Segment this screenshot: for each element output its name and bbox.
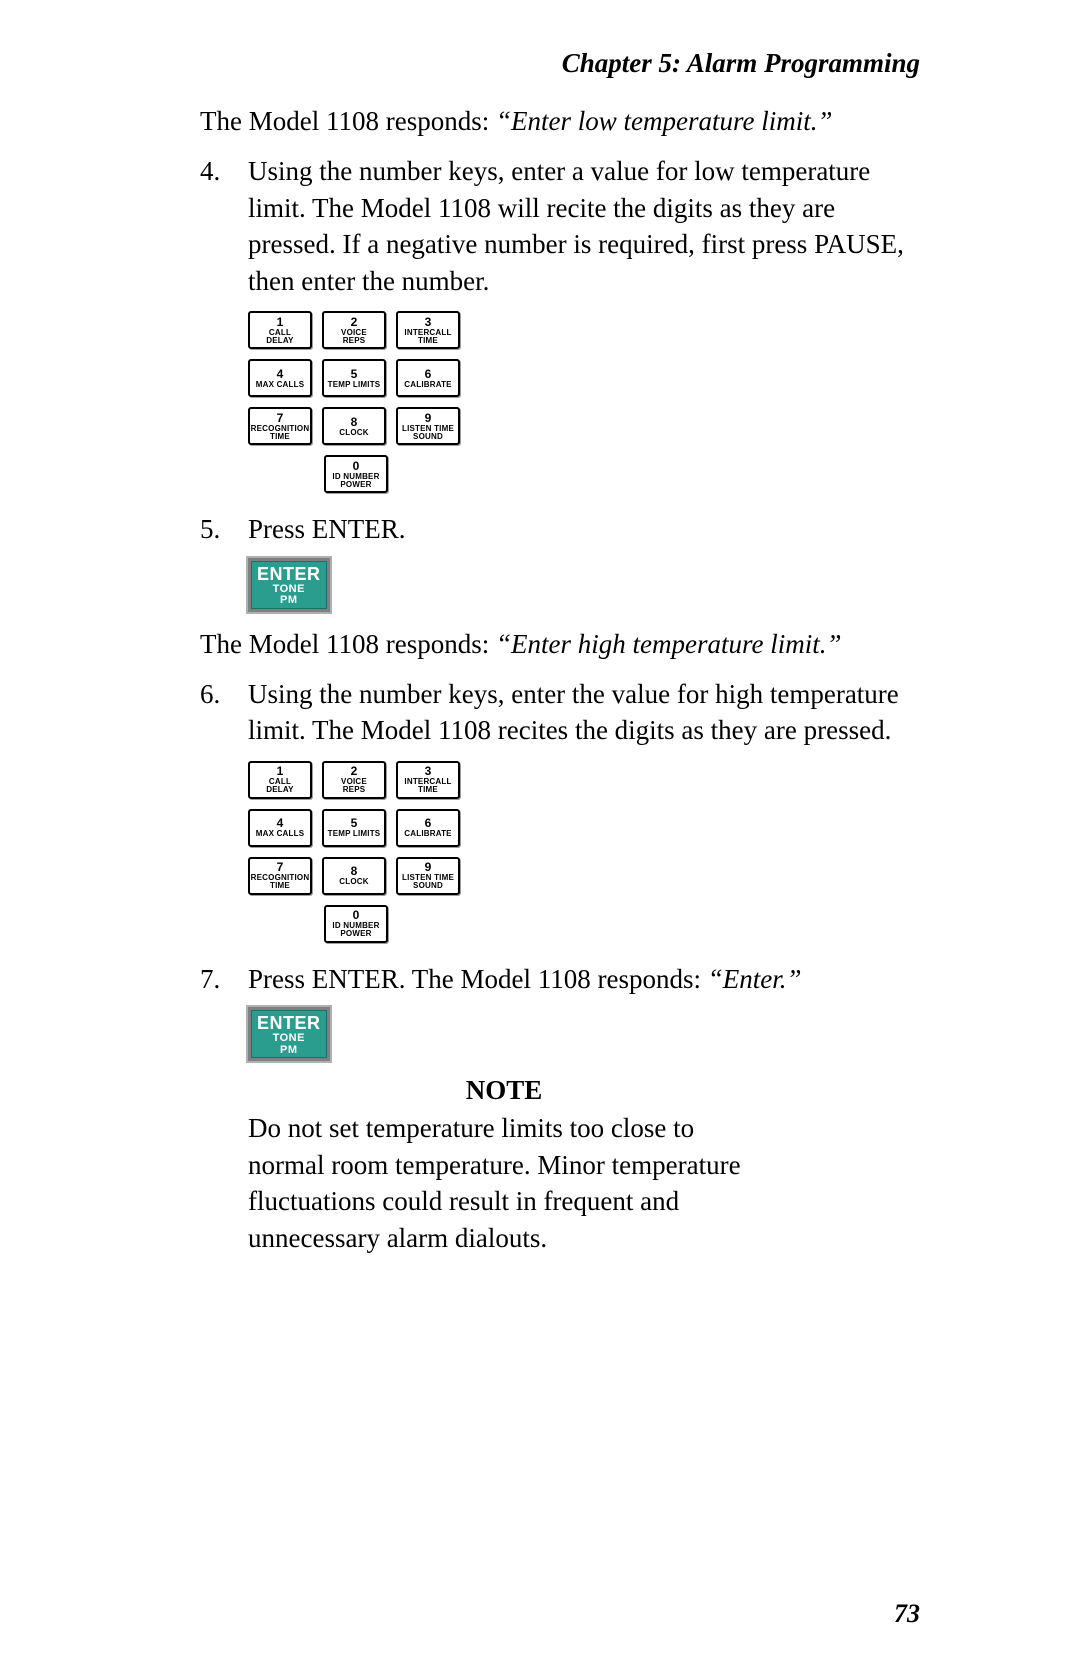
keypad-key-5: 5TEMP LIMITS — [322, 359, 386, 397]
key-num: 0 — [353, 460, 360, 472]
note-block: NOTE Do not set temperature limits too c… — [248, 1075, 760, 1256]
response-line-2-prefix: The Model 1108 responds: — [200, 629, 496, 659]
step-5-number: 5. — [200, 511, 248, 547]
key-num: 7 — [277, 861, 284, 873]
key-label: MAX CALLS — [256, 381, 304, 389]
key-num: 1 — [277, 765, 284, 777]
keypad-key-3: 3INTERCALL TIME — [396, 311, 460, 349]
key-label: INTERCALL TIME — [404, 329, 451, 345]
step-4-number: 4. — [200, 153, 248, 189]
keypad-key-2: 2VOICE REPS — [322, 311, 386, 349]
page-number: 73 — [894, 1599, 920, 1629]
key-num: 6 — [425, 817, 432, 829]
page: Chapter 5: Alarm Programming The Model 1… — [0, 0, 1080, 1669]
keypad-key-7: 7RECOGNITION TIME — [248, 407, 312, 445]
key-num: 9 — [425, 412, 432, 424]
step-7-number: 7. — [200, 961, 248, 997]
keypad-key-8: 8CLOCK — [322, 407, 386, 445]
response-line-2-italic: “Enter high temperature limit.” — [496, 629, 842, 659]
key-num: 5 — [351, 817, 358, 829]
step-7-italic: “Enter.” — [708, 964, 802, 994]
key-num: 3 — [425, 316, 432, 328]
step-6: 6. Using the number keys, enter the valu… — [200, 676, 920, 749]
step-6-text: Using the number keys, enter the value f… — [248, 676, 920, 749]
key-label: MAX CALLS — [256, 830, 304, 838]
enter-button-sub2: PM — [280, 1045, 298, 1057]
key-num: 7 — [277, 412, 284, 424]
key-label: VOICE REPS — [341, 778, 367, 794]
keypad-key-3: 3INTERCALL TIME — [396, 761, 460, 799]
step-6-number: 6. — [200, 676, 248, 712]
keypad-key-4: 4MAX CALLS — [248, 809, 312, 847]
enter-button: ENTER TONE PM — [248, 558, 330, 612]
key-label: TEMP LIMITS — [328, 830, 381, 838]
note-heading: NOTE — [248, 1075, 760, 1106]
step-4-text: Using the number keys, enter a value for… — [248, 153, 920, 299]
key-label: CLOCK — [339, 429, 368, 437]
key-label: CALIBRATE — [404, 381, 451, 389]
keypad-key-8: 8CLOCK — [322, 857, 386, 895]
enter-button-sub2: PM — [280, 595, 298, 607]
keypad-key-6: 6CALIBRATE — [396, 809, 460, 847]
key-num: 2 — [351, 316, 358, 328]
key-label: RECOGNITION TIME — [251, 874, 310, 890]
key-label: ID NUMBER POWER — [332, 922, 379, 938]
keypad-key-2: 2VOICE REPS — [322, 761, 386, 799]
key-num: 3 — [425, 765, 432, 777]
step-4: 4. Using the number keys, enter a value … — [200, 153, 920, 299]
key-label: RECOGNITION TIME — [251, 425, 310, 441]
key-num: 1 — [277, 316, 284, 328]
response-line-1: The Model 1108 responds: “Enter low temp… — [200, 103, 920, 139]
key-num: 9 — [425, 861, 432, 873]
keypad-key-1: 1CALL DELAY — [248, 761, 312, 799]
enter-button-figure-2: ENTER TONE PM — [248, 1007, 920, 1061]
enter-button-main: ENTER — [257, 565, 321, 584]
key-num: 0 — [353, 909, 360, 921]
key-num: 8 — [351, 865, 358, 877]
keypad-key-4: 4MAX CALLS — [248, 359, 312, 397]
key-label: ID NUMBER POWER — [332, 473, 379, 489]
key-label: CALIBRATE — [404, 830, 451, 838]
key-num: 4 — [277, 368, 284, 380]
step-7-text: Press ENTER. The Model 1108 responds: “E… — [248, 961, 920, 997]
keypad-key-9: 9LISTEN TIME SOUND — [396, 857, 460, 895]
keypad-key-5: 5TEMP LIMITS — [322, 809, 386, 847]
key-label: CLOCK — [339, 878, 368, 886]
keypad-key-1: 1CALL DELAY — [248, 311, 312, 349]
key-num: 8 — [351, 416, 358, 428]
response-line-1-italic: “Enter low temperature limit.” — [496, 106, 833, 136]
key-num: 2 — [351, 765, 358, 777]
response-line-1-prefix: The Model 1108 responds: — [200, 106, 496, 136]
enter-button-figure-1: ENTER TONE PM — [248, 558, 920, 612]
keypad-key-6: 6CALIBRATE — [396, 359, 460, 397]
enter-button-main: ENTER — [257, 1014, 321, 1033]
step-5-text: Press ENTER. — [248, 511, 920, 547]
keypad-figure-2: 1CALL DELAY 2VOICE REPS 3INTERCALL TIME … — [248, 759, 920, 947]
key-num: 6 — [425, 368, 432, 380]
step-5: 5. Press ENTER. — [200, 511, 920, 547]
chapter-header: Chapter 5: Alarm Programming — [200, 48, 920, 79]
keypad-key-0: 0ID NUMBER POWER — [324, 905, 388, 943]
key-label: TEMP LIMITS — [328, 381, 381, 389]
key-label: CALL DELAY — [266, 778, 293, 794]
keypad: 1CALL DELAY 2VOICE REPS 3INTERCALL TIME … — [248, 759, 464, 947]
key-label: LISTEN TIME SOUND — [402, 425, 454, 441]
key-label: VOICE REPS — [341, 329, 367, 345]
key-num: 5 — [351, 368, 358, 380]
note-body: Do not set temperature limits too close … — [248, 1110, 760, 1256]
key-label: LISTEN TIME SOUND — [402, 874, 454, 890]
enter-button: ENTER TONE PM — [248, 1007, 330, 1061]
step-7: 7. Press ENTER. The Model 1108 responds:… — [200, 961, 920, 997]
keypad-key-0: 0ID NUMBER POWER — [324, 455, 388, 493]
keypad-figure-1: 1CALL DELAY 2VOICE REPS 3INTERCALL TIME … — [248, 309, 920, 497]
keypad-key-9: 9LISTEN TIME SOUND — [396, 407, 460, 445]
keypad: 1CALL DELAY 2VOICE REPS 3INTERCALL TIME … — [248, 309, 464, 497]
response-line-2: The Model 1108 responds: “Enter high tem… — [200, 626, 920, 662]
keypad-key-7: 7RECOGNITION TIME — [248, 857, 312, 895]
step-7-prefix: Press ENTER. The Model 1108 responds: — [248, 964, 708, 994]
key-label: CALL DELAY — [266, 329, 293, 345]
key-label: INTERCALL TIME — [404, 778, 451, 794]
key-num: 4 — [277, 817, 284, 829]
